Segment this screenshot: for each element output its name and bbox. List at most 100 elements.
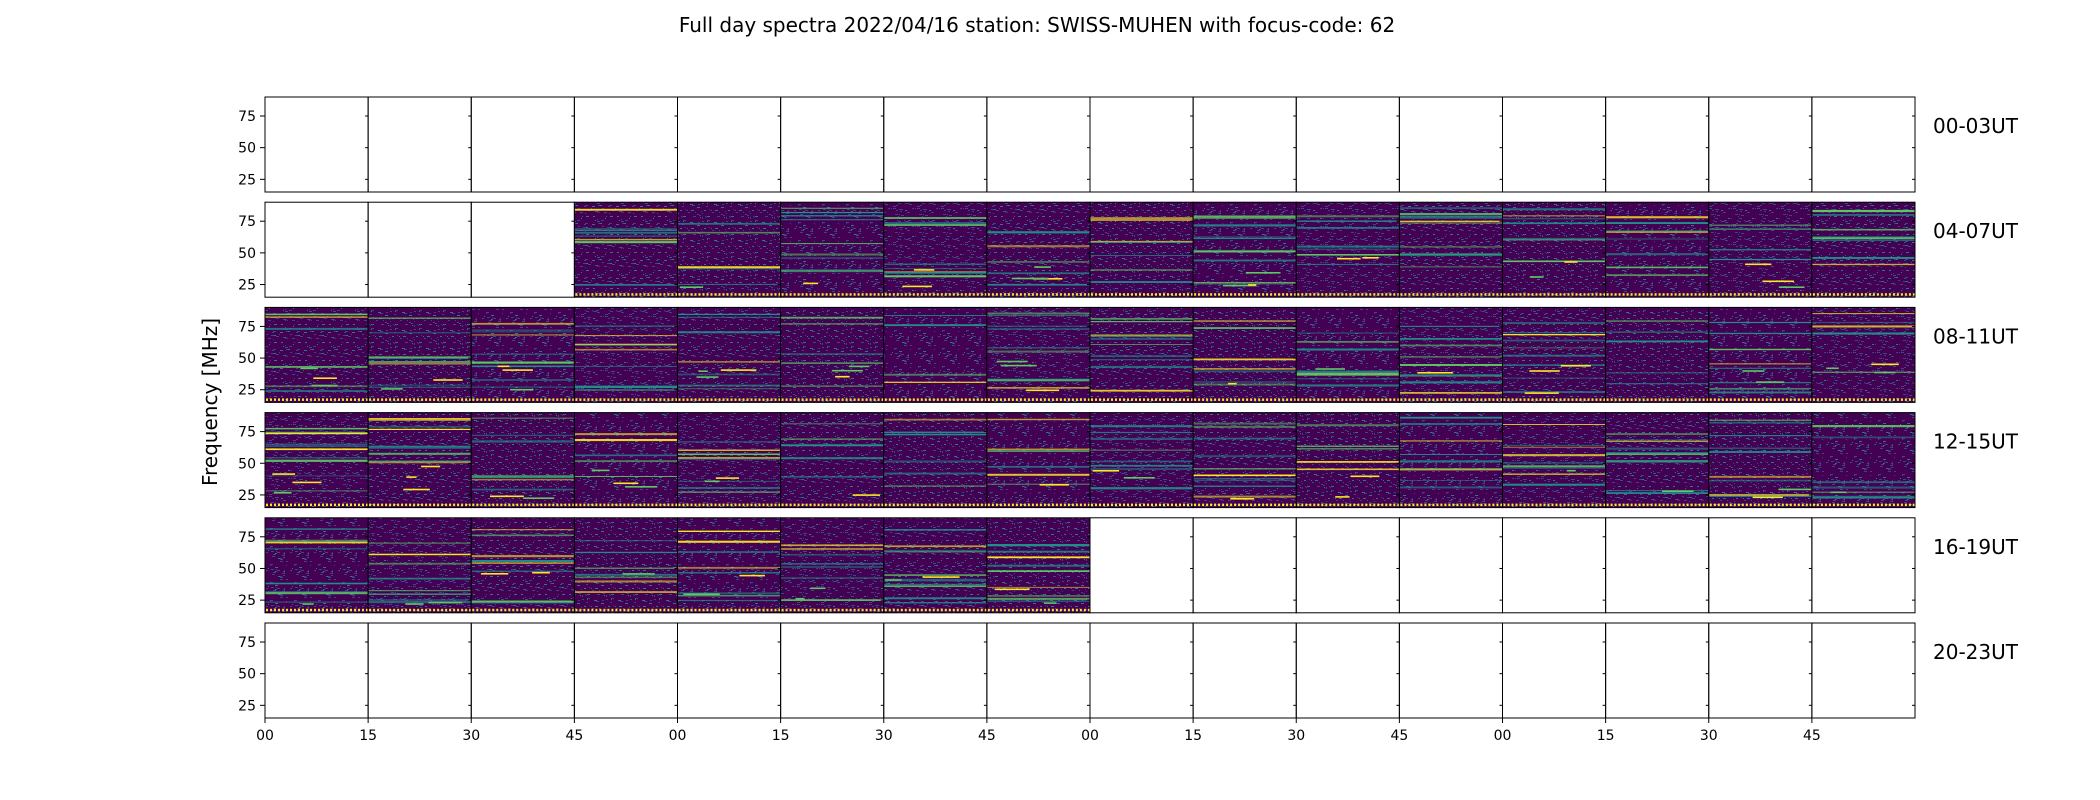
x-tick-label: 30 — [1700, 728, 1718, 744]
spectrogram-panel — [1605, 306, 1710, 403]
spectrogram-panel — [986, 306, 1091, 403]
x-tick-label: 45 — [1803, 728, 1821, 744]
spectrogram-panel — [986, 412, 1091, 509]
x-tick-label: 00 — [669, 728, 687, 744]
empty-panel — [470, 201, 575, 298]
row-label: 00-03UT — [1933, 114, 2019, 138]
chart-title: Full day spectra 2022/04/16 station: SWI… — [679, 13, 1395, 37]
spectrogram-panel — [883, 412, 988, 509]
spectrogram-panel — [1708, 201, 1813, 298]
spectra-row: 25 50 75 08-11UT — [238, 306, 2019, 403]
empty-panel — [1295, 622, 1400, 719]
y-tick-label: 25 — [238, 172, 256, 188]
y-tick-label: 75 — [238, 635, 256, 651]
spectrogram-panel — [1398, 306, 1503, 403]
empty-panel — [367, 201, 472, 298]
x-axis: 00 15 30 45 00 15 30 45 00 15 30 45 00 15 30 45 — [256, 718, 1821, 744]
spectrogram-panel — [1502, 201, 1607, 298]
x-tick-label: 00 — [256, 728, 274, 744]
empty-panel — [1398, 96, 1503, 193]
row-label: 12-15UT — [1933, 430, 2019, 454]
spectrogram-panel — [986, 517, 1091, 614]
spectrogram-panel — [677, 517, 782, 614]
empty-panel — [780, 622, 885, 719]
y-tick-label: 50 — [238, 246, 256, 262]
spectrogram-panel — [1502, 412, 1607, 509]
y-tick-label: 25 — [238, 698, 256, 714]
x-tick-label: 30 — [875, 728, 893, 744]
spectrogram-panel — [264, 517, 369, 614]
spectrogram-panel — [1295, 306, 1400, 403]
spectrogram-panel — [1811, 201, 1916, 298]
spectrogram-panel — [677, 412, 782, 509]
spectrogram-panel — [264, 306, 369, 403]
spectrogram-panel — [780, 412, 885, 509]
empty-panel — [367, 622, 472, 719]
spectrogram-panel — [1192, 306, 1297, 403]
empty-panel — [986, 96, 1091, 193]
y-tick-label: 50 — [238, 456, 256, 472]
spectrogram-panel — [986, 201, 1091, 298]
empty-panel — [264, 96, 369, 193]
empty-panel — [1811, 622, 1916, 719]
spectrogram-panel — [1811, 412, 1916, 509]
empty-panel — [883, 622, 988, 719]
spectra-row: 25 50 75 12-15UT — [238, 412, 2019, 509]
empty-panel — [1089, 517, 1194, 614]
spectra-row: 25 50 75 16-19UT — [238, 517, 2019, 614]
empty-panel — [264, 201, 369, 298]
empty-panel — [1295, 517, 1400, 614]
spectrogram-panel — [1089, 201, 1194, 298]
empty-panel — [264, 622, 369, 719]
spectrogram-panel — [367, 306, 472, 403]
empty-panel — [1192, 622, 1297, 719]
spectrogram-panel — [1089, 412, 1194, 509]
spectrogram-panel — [367, 412, 472, 509]
spectrogram-panel — [470, 517, 575, 614]
empty-panel — [1398, 517, 1503, 614]
y-tick-label: 50 — [238, 351, 256, 367]
empty-panel — [1295, 96, 1400, 193]
row-label: 04-07UT — [1933, 219, 2019, 243]
y-tick-label: 75 — [238, 214, 256, 230]
spectrogram-panel — [677, 201, 782, 298]
y-tick-label: 75 — [238, 109, 256, 125]
spectra-row: 25 50 75 04-07UT — [238, 201, 2019, 298]
x-tick-label: 15 — [1184, 728, 1202, 744]
spectrogram-panel — [1708, 412, 1813, 509]
y-tick-label: 75 — [238, 425, 256, 441]
row-label: 16-19UT — [1933, 535, 2019, 559]
spectra-row: 25 50 75 00-03UT — [238, 96, 2019, 193]
spectrogram-panel — [883, 306, 988, 403]
spectrogram-panel — [573, 306, 678, 403]
spectrogram-panel — [573, 412, 678, 509]
empty-panel — [780, 96, 885, 193]
empty-panel — [1605, 96, 1710, 193]
spectrogram-panel — [573, 517, 678, 614]
empty-panel — [367, 96, 472, 193]
spectrogram-panel — [470, 306, 575, 403]
row-label: 20-23UT — [1933, 640, 2019, 664]
empty-panel — [1811, 96, 1916, 193]
y-tick-label: 50 — [238, 667, 256, 683]
y-tick-label: 25 — [238, 593, 256, 609]
x-tick-label: 30 — [462, 728, 480, 744]
spectrogram-panel — [883, 517, 988, 614]
spectrogram-panel — [1605, 201, 1710, 298]
spectrogram-panel — [883, 201, 988, 298]
empty-panel — [1605, 622, 1710, 719]
spectrogram-panel — [470, 412, 575, 509]
x-tick-label: 45 — [978, 728, 996, 744]
spectrogram-panel — [780, 306, 885, 403]
empty-panel — [1605, 517, 1710, 614]
spectrogram-panel — [1295, 201, 1400, 298]
x-tick-label: 15 — [1597, 728, 1615, 744]
y-tick-label: 50 — [238, 141, 256, 157]
x-tick-label: 15 — [359, 728, 377, 744]
empty-panel — [1811, 517, 1916, 614]
spectrogram-panel — [367, 517, 472, 614]
y-axis-label: Frequency [MHz] — [198, 318, 222, 486]
empty-panel — [1192, 517, 1297, 614]
empty-panel — [1708, 517, 1813, 614]
